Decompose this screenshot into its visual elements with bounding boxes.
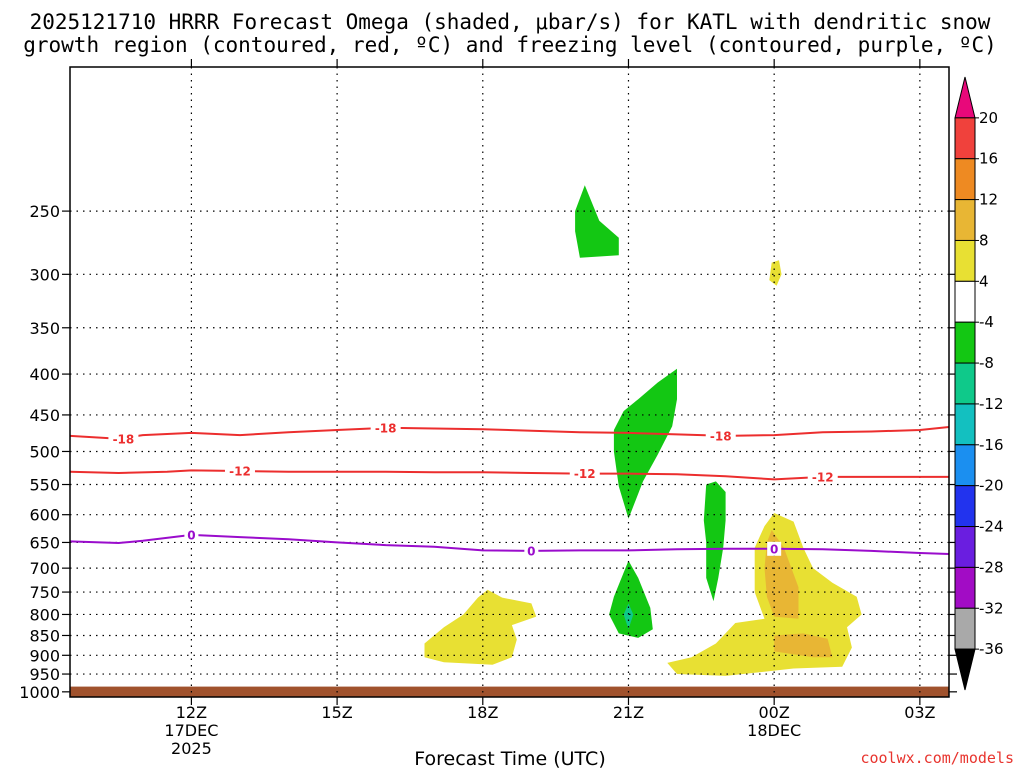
- contour-label-minus-18-1: -18: [375, 421, 397, 435]
- x-tick-label-21Z: 21Z: [613, 703, 644, 722]
- contour-line-minus-18: [70, 426, 949, 440]
- contour-label-bg: [224, 464, 255, 479]
- contour-label-bg: [705, 428, 736, 443]
- y-tick-label-450: 450: [29, 406, 60, 425]
- colorbar-label--8: -8: [979, 354, 994, 372]
- shaded-region-yellow-right: [667, 513, 862, 676]
- y-tick-label-350: 350: [29, 319, 60, 338]
- contour-label-bg: [370, 420, 401, 435]
- y-tick-label-400: 400: [29, 365, 60, 384]
- y-tick-label-1000: 1000: [19, 683, 60, 702]
- x-tick-sublabel-17DEC: 17DEC: [164, 721, 218, 740]
- colorbar-swatch: [954, 280, 976, 323]
- colorbar-swatch: [954, 199, 976, 241]
- colorbar-label-8: 8: [979, 231, 989, 249]
- y-tick-label-300: 300: [29, 265, 60, 284]
- chart-title-line2: growth region (contoured, red, ºC) and f…: [23, 33, 997, 57]
- colorbar-label--12: -12: [979, 395, 1004, 413]
- axis-ticks: 2503003504004505005506006507007508008509…: [19, 59, 957, 758]
- colorbar-swatch: [954, 444, 976, 487]
- contour-label-zero-2: 0: [770, 542, 778, 556]
- shaded-region-orange-low: [774, 633, 833, 658]
- colorbar-label--28: -28: [979, 558, 1004, 576]
- shaded-region-green-upper: [575, 185, 619, 258]
- shaded-region-yellow-small-300: [769, 260, 782, 286]
- colorbar-arrow-top: [954, 76, 976, 119]
- colorbar-label-4: 4: [979, 272, 989, 290]
- colorbar-label-12: 12: [979, 191, 998, 209]
- contour-label-bg: [569, 466, 600, 481]
- colorbar-swatch: [954, 239, 976, 282]
- x-tick-label-18Z: 18Z: [467, 703, 498, 722]
- y-tick-label-700: 700: [29, 559, 60, 578]
- colorbar-label--36: -36: [979, 640, 1004, 658]
- y-tick-label-650: 650: [29, 533, 60, 552]
- shaded-region-yellow-left: [424, 589, 537, 665]
- colorbar-swatch: [954, 321, 976, 364]
- x-tick-sublabel-2025: 2025: [171, 739, 212, 758]
- contour-label-bg: [184, 527, 199, 542]
- omega-shading-layer: [424, 185, 862, 676]
- colorbar-swatch: [954, 485, 976, 528]
- contour-line-zero: [70, 533, 949, 555]
- colorbar-arrow-bottom: [954, 648, 976, 691]
- plot-frame: [69, 66, 950, 698]
- dotted-grid: [70, 67, 949, 697]
- shaded-region-teal-spot: [623, 603, 634, 630]
- x-axis-title: Forecast Time (UTC): [414, 748, 605, 768]
- x-tick-sublabel-18DEC: 18DEC: [747, 721, 801, 740]
- contour-label-minus-12-1: -12: [574, 467, 596, 481]
- contour-label-bg: [524, 543, 539, 558]
- colorbar-label--20: -20: [979, 477, 1004, 495]
- y-tick-label-800: 800: [29, 605, 60, 624]
- ground-layer: [70, 686, 949, 697]
- contour-label-bg: [108, 431, 139, 446]
- x-tick-label-03Z: 03Z: [904, 703, 935, 722]
- contour-label-bg: [807, 469, 838, 484]
- y-tick-label-900: 900: [29, 646, 60, 665]
- chart-title-line1: 2025121710 HRRR Forecast Omega (shaded, …: [30, 10, 991, 34]
- contour-label-minus-12-0: -12: [229, 465, 251, 479]
- colorbar-label--24: -24: [979, 518, 1004, 536]
- colorbar-label--16: -16: [979, 436, 1004, 454]
- y-tick-label-550: 550: [29, 476, 60, 495]
- shaded-region-green-mid: [613, 368, 677, 519]
- colorbar-swatch: [954, 117, 976, 160]
- y-tick-label-250: 250: [29, 202, 60, 221]
- y-tick-label-950: 950: [29, 665, 60, 684]
- y-tick-label-850: 850: [29, 626, 60, 645]
- colorbar-label-20: 20: [979, 109, 998, 127]
- contour-label-zero-0: 0: [187, 528, 195, 542]
- ground-shading: [70, 686, 949, 697]
- colorbar-label-16: 16: [979, 150, 998, 168]
- x-tick-label-12Z: 12Z: [176, 703, 207, 722]
- colorbar-swatch: [954, 403, 976, 446]
- credit-text: coolwx.com/models: [860, 749, 1014, 767]
- contour-layer: -18 -18 -18 -12 -12 -12 0 0 0: [70, 420, 949, 558]
- contour-label-bg: [767, 541, 782, 556]
- contour-label-minus-18-2: -18: [710, 429, 732, 443]
- y-tick-label-500: 500: [29, 442, 60, 461]
- x-tick-label-15Z: 15Z: [321, 703, 352, 722]
- contour-label-minus-12-2: -12: [812, 470, 834, 484]
- y-tick-label-750: 750: [29, 583, 60, 602]
- colorbar-swatch: [954, 158, 976, 201]
- shaded-region-green-low: [609, 560, 653, 638]
- colorbar-label--32: -32: [979, 599, 1004, 617]
- shaded-region-green-right: [703, 481, 726, 602]
- colorbar-swatch: [954, 566, 976, 609]
- contour-label-zero-1: 0: [527, 544, 535, 558]
- colorbar-label--4: -4: [979, 313, 994, 331]
- colorbar-swatch: [954, 526, 976, 568]
- colorbar-swatch: [954, 607, 976, 650]
- colorbar-swatch: [954, 362, 976, 405]
- colorbar: 20 16 12 8 4 -4 -8 -12 -16 -20 -24 -28 -32 -36: [954, 76, 1004, 691]
- contour-label-minus-18-0: -18: [113, 432, 135, 446]
- x-tick-label-00Z: 00Z: [759, 703, 790, 722]
- y-tick-label-600: 600: [29, 506, 60, 525]
